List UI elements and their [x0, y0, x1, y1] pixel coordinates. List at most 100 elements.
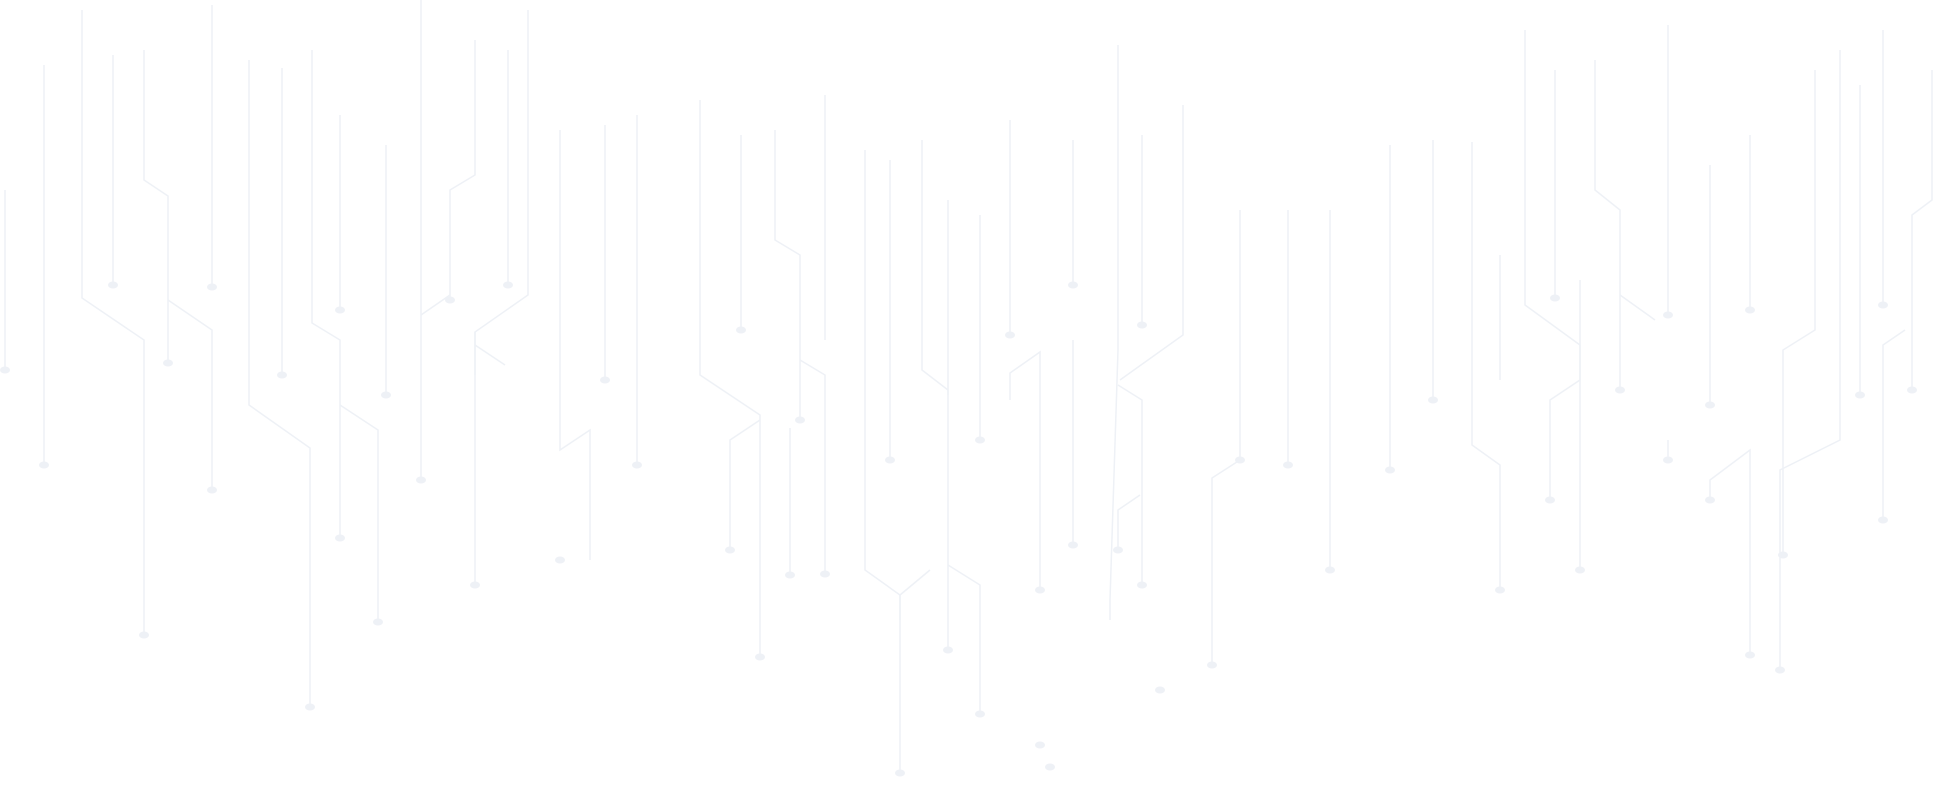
circuit-node-dot [885, 456, 895, 464]
circuit-node-dot [895, 769, 905, 777]
circuit-node-dot [736, 326, 746, 334]
circuit-node-dot [1495, 586, 1505, 594]
circuit-node-dot [1545, 496, 1555, 504]
circuit-trace [799, 359, 826, 574]
circuit-trace [420, 294, 451, 316]
circuit-trace [339, 404, 379, 622]
circuit-node-dot [1207, 661, 1217, 669]
circuit-node-dot [632, 461, 642, 469]
circuit-node-dot [445, 296, 455, 304]
circuit-trace [1211, 210, 1241, 665]
circuit-trace [559, 130, 591, 560]
circuit-node-dot [416, 476, 426, 484]
circuit-node-dot [335, 306, 345, 314]
circuit-node-dot [600, 376, 610, 384]
circuit-node-dot [1778, 551, 1788, 559]
circuit-node-dot [207, 283, 217, 291]
circuit-node-dot [1775, 666, 1785, 674]
circuit-node-dot [975, 436, 985, 444]
circuit-trace [167, 299, 213, 490]
circuit-node-dot [1235, 456, 1245, 464]
circuit-node-dot [1878, 301, 1888, 309]
circuit-node-dot [1385, 466, 1395, 474]
circuit-node-dot [1428, 396, 1438, 404]
circuit-trace [1119, 105, 1184, 381]
circuit-trace [1109, 45, 1119, 620]
circuit-node-dot [1283, 461, 1293, 469]
circuit-trace [947, 564, 981, 714]
circuit-trace [1117, 494, 1141, 550]
circuit-node-dot [1068, 281, 1078, 289]
circuit-node-dot [1325, 566, 1335, 574]
circuit-node-dot [1035, 741, 1045, 749]
circuit-trace [1549, 280, 1581, 500]
circuit-node-dot [943, 646, 953, 654]
circuit-trace [474, 10, 529, 375]
circuit-trace [921, 140, 949, 650]
circuit-node-dot [373, 618, 383, 626]
circuit-trace [1882, 329, 1906, 520]
circuit-trace [474, 344, 506, 366]
circuit-node-dot [1113, 546, 1123, 554]
circuit-trace [1524, 30, 1581, 570]
circuit-node-dot [503, 281, 513, 289]
circuit-trace [248, 60, 311, 707]
circuit-node-dot [1005, 331, 1015, 339]
circuit-node-dot [1705, 496, 1715, 504]
circuit-node-dot [1155, 686, 1165, 694]
circuit-trace [699, 100, 761, 657]
circuit-trace [729, 419, 761, 550]
circuit-node-dot [1137, 581, 1147, 589]
circuit-node-dot [1745, 306, 1755, 314]
circuit-node-dot [1663, 311, 1673, 319]
circuit-node-dot [305, 703, 315, 711]
circuit-node-dot [139, 631, 149, 639]
circuit-trace [774, 130, 801, 420]
circuit-node-dot [163, 359, 173, 367]
circuit-trace [1709, 448, 1751, 655]
circuit-node-dot [1068, 541, 1078, 549]
circuit-trace [864, 150, 901, 773]
circuit-node-dot [1878, 516, 1888, 524]
circuit-trace [449, 40, 476, 300]
circuit-node-dot [820, 570, 830, 578]
circuit-node-dot [725, 546, 735, 554]
circuit-node-dot [0, 366, 10, 374]
circuit-node-dot [1575, 566, 1585, 574]
circuit-node-dot [39, 461, 49, 469]
circuit-node-dot [975, 710, 985, 718]
circuit-trace [81, 10, 145, 635]
circuit-node-dot [555, 556, 565, 564]
circuit-trace [143, 50, 169, 363]
circuit-node-dot [1615, 386, 1625, 394]
circuit-trace [1911, 70, 1933, 390]
circuit-node-dot [381, 391, 391, 399]
circuit-node-dot [335, 534, 345, 542]
circuit-trace [1009, 350, 1041, 590]
circuit-node-dot [755, 653, 765, 661]
circuit-node-dot [108, 281, 118, 289]
circuit-node-dot [1705, 401, 1715, 409]
circuit-node-dot [1550, 294, 1560, 302]
circuit-trace [1619, 294, 1656, 321]
circuit-trace [1594, 60, 1621, 390]
circuit-node-dot [1745, 651, 1755, 659]
circuit-node-dot [277, 371, 287, 379]
circuit-node-dot [1663, 456, 1673, 464]
circuit-node-dot [1045, 763, 1055, 771]
circuit-trace [1782, 70, 1816, 555]
circuit-node-dot [785, 571, 795, 579]
circuit-node-dot [795, 416, 805, 424]
circuit-trace [899, 569, 931, 620]
circuit-node-dot [207, 486, 217, 494]
circuit-trace [311, 50, 341, 538]
circuit-node-dot [470, 581, 480, 589]
circuit-trace [1117, 384, 1143, 585]
circuit-node-dot [1855, 391, 1865, 399]
circuit-node-dot [1907, 386, 1917, 394]
circuit-node-dot [1035, 586, 1045, 594]
circuit-trace [1471, 142, 1501, 590]
circuit-trace [1779, 50, 1841, 670]
circuit-node-dot [1137, 321, 1147, 329]
